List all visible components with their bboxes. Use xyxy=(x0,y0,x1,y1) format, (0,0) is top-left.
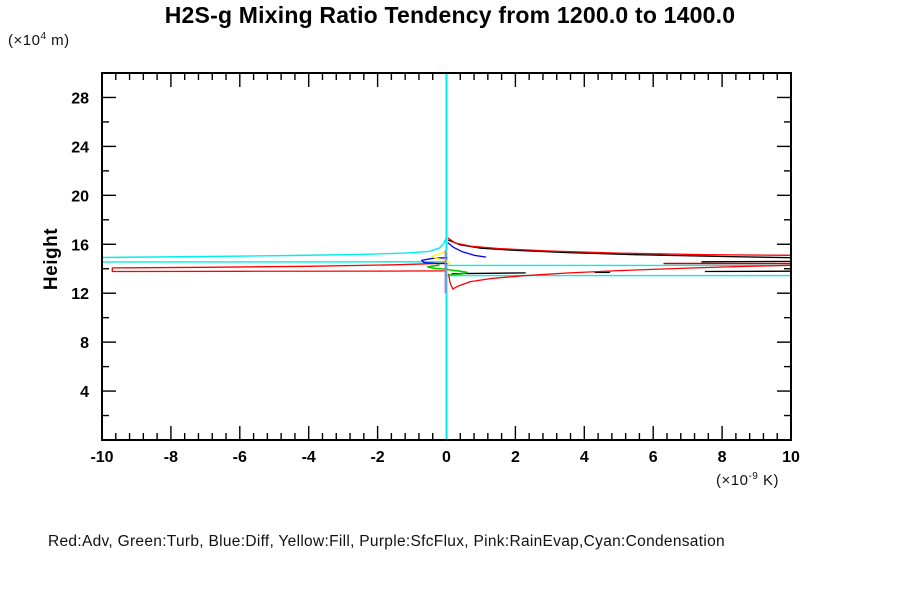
x-tick-label: -2 xyxy=(370,449,384,466)
x-tick-label: 0 xyxy=(442,449,451,466)
plot-frame xyxy=(101,72,792,441)
y-tick-label: 20 xyxy=(71,188,89,205)
x-tick-label: 4 xyxy=(580,449,589,466)
y-unit-exponent: 4 xyxy=(40,31,47,42)
x-tick-label: -10 xyxy=(90,449,113,466)
y-tick-label: 16 xyxy=(71,237,89,254)
x-unit-suffix: K) xyxy=(758,472,780,489)
y-unit-prefix: (×10 xyxy=(8,32,41,49)
x-tick-label: 2 xyxy=(511,449,520,466)
series-fill-center-s xyxy=(431,250,452,265)
x-tick-label: -4 xyxy=(302,449,316,466)
y-tick-label: 12 xyxy=(71,286,89,303)
x-tick-label: -6 xyxy=(233,449,247,466)
series-turb-center-zigzag xyxy=(426,264,469,277)
y-tick-label: 28 xyxy=(71,90,89,107)
series-adv-left-band xyxy=(111,262,447,273)
series-total-peak-right xyxy=(447,239,791,259)
x-tick-label: 8 xyxy=(718,449,727,466)
series-adv-peak-right xyxy=(447,237,791,256)
legend-caption: Red:Adv, Green:Turb, Blue:Diff, Yellow:F… xyxy=(48,533,725,550)
y-unit-suffix: m) xyxy=(46,32,70,49)
y-tick-label: 8 xyxy=(80,335,89,352)
x-unit-exponent: -9 xyxy=(748,471,759,482)
y-tick-label: 4 xyxy=(80,384,89,401)
x-unit-prefix: (×10 xyxy=(716,472,749,489)
chart-title: H2S-g Mixing Ratio Tendency from 1200.0 … xyxy=(164,2,736,28)
x-tick-label: -8 xyxy=(164,449,178,466)
y-tick-label: 24 xyxy=(71,139,89,156)
series-adv-dip-right xyxy=(447,264,791,290)
series-condensation-upper-curve xyxy=(102,236,448,259)
series-diff-peak-right xyxy=(447,242,487,258)
y-axis-unit-label: (×104 m) xyxy=(8,31,70,50)
x-tick-label: 10 xyxy=(782,449,800,466)
x-axis-unit-label: (×10-9 K) xyxy=(716,471,780,490)
x-tick-label: 6 xyxy=(649,449,658,466)
